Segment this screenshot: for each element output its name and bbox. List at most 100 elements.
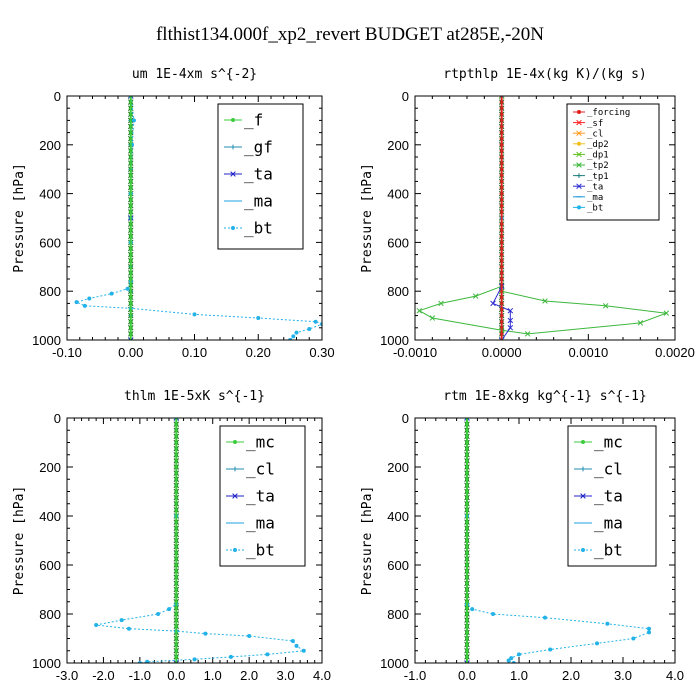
legend-marker [577,205,581,210]
y-tick-label: 0 [402,89,409,104]
data-point-bt [203,631,208,636]
axes-frame [66,95,323,341]
y-axis-label: Pressure [hPa] [12,486,27,596]
x-tick-label: 0.10 [182,345,207,360]
data-point-ta [507,317,514,324]
y-tick-label: 400 [387,187,409,202]
legend-marker [230,144,236,150]
x-tick-label: 2.0 [562,668,580,683]
y-tick-label: 800 [39,284,61,299]
data-point-bt [301,648,306,653]
data-point-bt [192,657,197,662]
y-tick-label: 600 [387,235,409,250]
data-point-bt [294,330,299,335]
data-point-tp2 [472,293,479,299]
x-tick-label: 0.0 [167,668,185,683]
x-tick-label: 0.0 [458,668,476,683]
y-tick-label: 0 [54,411,61,426]
legend-marker [232,466,238,472]
y-tick-label: 200 [39,460,61,475]
panel-title: thlm 1E-5xK s^{-1} [124,389,265,404]
data-point-bt [307,327,312,332]
data-point-bt [119,618,124,623]
data-point-ta [464,418,470,421]
data-point-bt [87,296,92,301]
legend: _mc _cl _ta _ma _bt [567,425,657,567]
x-tick-label: 4.0 [666,668,684,683]
legend: _mc _cl _ta _ma _bt [219,425,306,567]
data-point-ta [507,307,514,314]
x-tick-label: -1.0 [404,668,426,683]
x-tick-label: -1.0 [129,668,151,683]
axes-frame [414,95,676,341]
y-tick-label: 0 [54,89,61,104]
data-point-tp2 [429,315,436,321]
x-tick-label: 1.0 [510,668,528,683]
data-point-bt [517,652,521,657]
legend-label: _ma [246,514,275,533]
y-tick-label: 0 [402,411,409,426]
data-point-tp2 [416,307,423,314]
data-point-bt [125,286,130,291]
y-tick-label: 800 [39,607,61,622]
legend-label: _mc [246,433,275,452]
data-point-bt [94,623,99,628]
data-point-bt [470,607,475,612]
data-point-bt [156,612,161,616]
data-point-bt [291,334,296,339]
legend-label: _tp2 [587,161,609,171]
legend-marker [580,493,586,499]
y-tick-label: 1000 [32,656,61,671]
x-tick-label: 0.00 [118,345,143,360]
x-tick-label: 4.0 [313,668,331,683]
legend-label: _sf [587,119,603,129]
data-point-tp2 [602,303,609,309]
data-point-ta [127,96,134,99]
legend-label: _ma [587,193,603,203]
x-tick-label: 1.0 [204,668,222,683]
legend-label: _cl [246,460,275,479]
y-axis-label: Pressure [hPa] [360,486,375,596]
x-tick-label: -0.10 [52,345,82,360]
data-point-tp2 [637,320,644,326]
data-point-bt [228,654,233,659]
data-point-bt [109,291,114,296]
legend-marker [233,548,237,552]
legend-marker [232,493,238,499]
data-point-bt [82,303,87,308]
x-tick-label: 0.20 [246,345,271,360]
data-point-bt [506,658,511,663]
legend-label: _mc [594,433,623,452]
data-point-ta [498,337,505,340]
data-point-bt [595,641,599,646]
data-point-bt [543,615,547,620]
y-tick-label: 200 [39,138,61,153]
y-tick-label: 600 [387,558,409,573]
legend-label: _ta [244,165,273,184]
data-point-bt [290,638,295,643]
series-line-tp2 [418,96,667,340]
data-point-bt [631,636,636,641]
x-tick-label: 0.0020 [655,345,695,360]
data-point-bt [247,634,252,639]
y-tick-label: 1000 [380,333,409,348]
panel-title: um 1E-4xm s^{-2} [132,67,257,82]
x-tick-label: 3.0 [614,668,632,683]
legend-label: _cl [594,460,623,479]
legend-marker [576,151,582,158]
data-point-bt [313,319,318,324]
y-tick-label: 600 [39,235,61,250]
y-tick-label: 400 [387,509,409,524]
legend-marker [577,110,581,114]
y-tick-label: 800 [387,284,409,299]
legend-box [217,103,304,250]
data-point-bt [126,626,131,631]
legend-marker [231,226,235,230]
legend-label: _dp1 [587,151,609,161]
y-tick-label: 600 [39,558,61,573]
legend-label: _tp1 [587,172,609,182]
panel-title: rtm 1E-8xkg kg^{-1} s^{-1} [443,389,647,404]
data-point-ta [127,337,134,340]
axes-frame [414,417,676,664]
legend-marker [581,440,585,444]
